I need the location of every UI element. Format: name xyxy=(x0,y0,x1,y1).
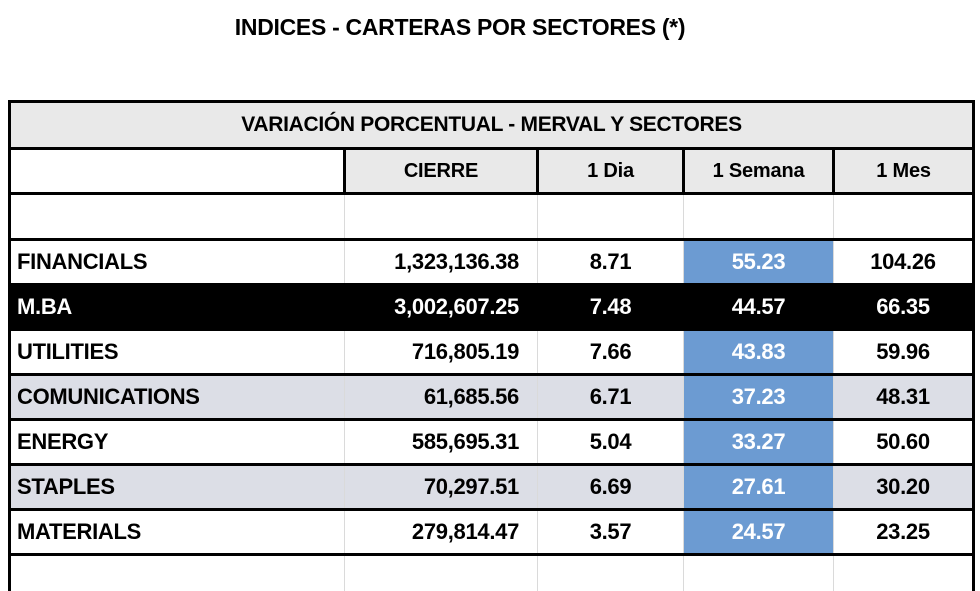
cell-1semana: 44.57 xyxy=(683,284,834,331)
table-banner-row: VARIACIÓN PORCENTUAL - MERVAL Y SECTORES xyxy=(9,101,974,150)
empty-cell xyxy=(683,193,834,241)
cell-1semana-highlighted: 27.61 xyxy=(683,464,834,511)
table-banner: VARIACIÓN PORCENTUAL - MERVAL Y SECTORES xyxy=(9,101,974,150)
empty-cell xyxy=(833,554,974,591)
row-label: ENERGY xyxy=(9,419,345,466)
cell-1semana-highlighted: 43.83 xyxy=(683,329,834,376)
column-header-1semana: 1 Semana xyxy=(682,148,834,195)
cell-1mes: 59.96 xyxy=(833,329,974,376)
row-label: MATERIALS xyxy=(9,509,345,556)
page-title: INDICES - CARTERAS POR SECTORES (*) xyxy=(234,14,686,40)
column-header-empty xyxy=(9,148,345,195)
cell-1mes: 66.35 xyxy=(833,284,975,331)
cell-1dia: 5.04 xyxy=(537,419,684,466)
empty-cell xyxy=(344,554,538,591)
cell-cierre: 716,805.19 xyxy=(344,329,538,376)
row-label: STAPLES xyxy=(9,464,345,511)
table-row-comunications: COMUNICATIONS 61,685.56 6.71 37.23 48.31 xyxy=(9,374,974,421)
column-header-1dia: 1 Dia xyxy=(536,148,684,195)
column-header-1mes: 1 Mes xyxy=(831,148,974,195)
column-header-cierre: CIERRE xyxy=(343,148,538,195)
table-row-financials: FINANCIALS 1,323,136.38 8.71 55.23 104.2… xyxy=(9,239,974,286)
cell-1dia: 8.71 xyxy=(537,239,684,286)
cell-1semana-highlighted: 24.57 xyxy=(683,509,834,556)
table-row-staples: STAPLES 70,297.51 6.69 27.61 30.20 xyxy=(9,464,974,511)
empty-cell xyxy=(9,554,345,591)
row-label: COMUNICATIONS xyxy=(9,374,345,421)
row-label: M.BA xyxy=(9,284,345,331)
cell-1dia: 7.66 xyxy=(537,329,684,376)
cell-cierre: 585,695.31 xyxy=(344,419,538,466)
cell-cierre: 3,002,607.25 xyxy=(344,284,538,331)
cell-1semana-highlighted: 33.27 xyxy=(683,419,834,466)
table-row-materials: MATERIALS 279,814.47 3.57 24.57 23.25 xyxy=(9,509,974,556)
empty-cell xyxy=(9,193,345,241)
cell-1dia: 6.69 xyxy=(537,464,684,511)
cell-cierre: 1,323,136.38 xyxy=(344,239,538,286)
cell-1mes: 50.60 xyxy=(833,419,974,466)
cell-1semana-highlighted: 55.23 xyxy=(683,239,834,286)
cell-1mes: 30.20 xyxy=(833,464,974,511)
column-header-row: CIERRE 1 Dia 1 Semana 1 Mes xyxy=(9,148,974,195)
row-label: UTILITIES xyxy=(9,329,345,376)
empty-row-top xyxy=(9,193,974,241)
cell-1dia: 6.71 xyxy=(537,374,684,421)
cell-1mes: 48.31 xyxy=(833,374,974,421)
cell-1dia: 3.57 xyxy=(537,509,684,556)
cell-cierre: 70,297.51 xyxy=(344,464,538,511)
cell-1mes: 104.26 xyxy=(833,239,974,286)
empty-cell xyxy=(683,554,834,591)
cell-cierre: 61,685.56 xyxy=(344,374,538,421)
table-row-utilities: UTILITIES 716,805.19 7.66 43.83 59.96 xyxy=(9,329,974,376)
cell-cierre: 279,814.47 xyxy=(344,509,538,556)
sectors-table: VARIACIÓN PORCENTUAL - MERVAL Y SECTORES… xyxy=(8,100,976,591)
empty-row-bottom xyxy=(9,554,974,591)
empty-cell xyxy=(537,193,684,241)
table-row-mba: M.BA 3,002,607.25 7.48 44.57 66.35 xyxy=(9,284,975,331)
cell-1dia: 7.48 xyxy=(537,284,684,331)
table-row-energy: ENERGY 585,695.31 5.04 33.27 50.60 xyxy=(9,419,974,466)
cell-1semana-highlighted: 37.23 xyxy=(683,374,834,421)
empty-cell xyxy=(537,554,684,591)
cell-1mes: 23.25 xyxy=(833,509,974,556)
empty-cell xyxy=(833,193,974,241)
row-label: FINANCIALS xyxy=(9,239,345,286)
empty-cell xyxy=(344,193,538,241)
